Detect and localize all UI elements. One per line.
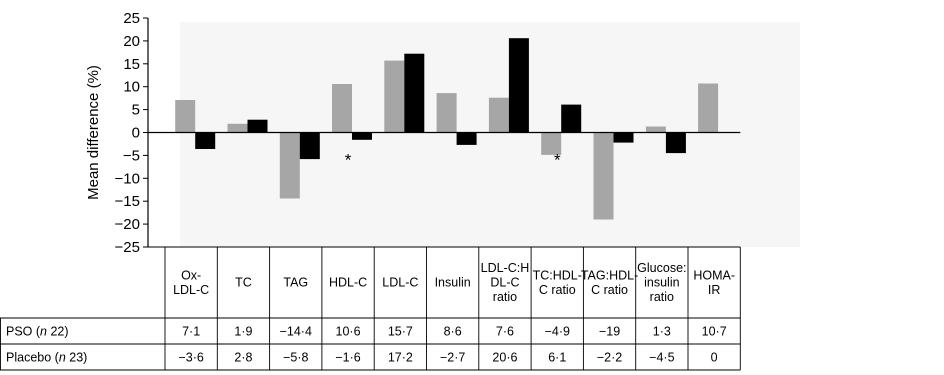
y-axis: 25 20 15 10 5 0 −5 −10 −15 −20 −25 Mean difference … <box>85 10 741 256</box>
bar-pso-8 <box>593 132 614 220</box>
bar-pso-9 <box>645 126 666 133</box>
bar-pso-10 <box>698 83 719 133</box>
bar-pso-3 <box>332 84 352 133</box>
table-value: −5·8 <box>283 351 308 365</box>
table-value: 0 <box>711 351 718 365</box>
bars-layer <box>175 38 719 220</box>
y-tick-label: −5 <box>123 147 140 164</box>
bar-placebo-5 <box>456 132 477 145</box>
bar-placebo-4 <box>404 53 425 133</box>
y-tick-label: −10 <box>115 170 140 187</box>
bar-pso-0 <box>175 100 196 133</box>
bar-placebo-2 <box>299 132 320 160</box>
table-value: 7·6 <box>496 325 514 339</box>
category-label: TC:HDL-C ratio <box>533 268 582 297</box>
bar-pso-7 <box>541 132 562 155</box>
y-tick-label: 20 <box>123 33 140 50</box>
table-value: 17·2 <box>388 351 413 365</box>
y-tick-label: 5 <box>132 102 140 119</box>
table-value: 8·6 <box>444 325 462 339</box>
bar-pso-4 <box>384 60 405 133</box>
y-tick-label: −15 <box>115 193 140 210</box>
table-value: −3·6 <box>178 351 203 365</box>
table-value: −4·9 <box>545 325 570 339</box>
category-label: HDL-C <box>329 276 367 290</box>
annotations-layer: * * <box>345 151 561 170</box>
category-label: TAG:HDL-C ratio <box>581 268 638 297</box>
y-tick-label: −20 <box>115 216 140 233</box>
table-value: 10·7 <box>702 325 727 339</box>
y-tick-label: 0 <box>132 125 140 142</box>
category-label: Ox-LDL-C <box>173 268 209 297</box>
bar-placebo-3 <box>352 132 372 140</box>
table-value: 20·6 <box>492 351 517 365</box>
data-table: Ox-LDL-C TC TAG HDL-C LDL-C Insulin LDL-C:H DL-… <box>0 246 741 371</box>
bar-pso-2 <box>279 132 300 199</box>
table-value: 1·3 <box>653 325 671 339</box>
table-value: −4·5 <box>649 351 674 365</box>
table-value: −1·6 <box>335 351 360 365</box>
table-value: 2·8 <box>234 351 252 365</box>
y-tick-label: 10 <box>123 79 140 96</box>
category-label: LDL-C <box>382 276 418 290</box>
y-axis-label: Mean difference (%) <box>85 65 102 200</box>
y-tick-label: −25 <box>115 239 140 256</box>
bar-placebo-6 <box>508 38 529 133</box>
category-label: Insulin <box>435 276 471 290</box>
bar-placebo-8 <box>613 132 634 143</box>
table-value: −19 <box>599 325 620 339</box>
significance-marker: * <box>554 151 561 170</box>
table-value: −14·4 <box>280 325 312 339</box>
table-value: 15·7 <box>388 325 413 339</box>
y-tick-label: 15 <box>123 56 140 73</box>
table-value: 10·6 <box>336 325 361 339</box>
table-value: 7·1 <box>182 325 200 339</box>
table-value: −2·2 <box>597 351 622 365</box>
category-label: HOMA-IR <box>693 268 735 297</box>
bar-pso-6 <box>488 97 509 133</box>
bar-pso-5 <box>436 93 457 133</box>
category-label: Glucose: insulin ratio <box>637 261 686 304</box>
category-label: TAG <box>283 276 308 290</box>
bar-placebo-1 <box>247 119 268 133</box>
series-row-label: PSO (n 22) <box>6 325 69 339</box>
table-value: −2·7 <box>440 351 465 365</box>
bar-pso-1 <box>227 123 248 133</box>
category-label: TC <box>235 276 252 290</box>
significance-marker: * <box>345 151 352 170</box>
bar-placebo-7 <box>561 104 582 133</box>
bar-placebo-9 <box>665 132 686 154</box>
table-value: 1·9 <box>234 325 252 339</box>
category-label: LDL-C:H DL-C ratio <box>481 261 530 304</box>
series-row-label: Placebo (n 23) <box>6 351 87 365</box>
table-value: 6·1 <box>548 351 566 365</box>
bar-placebo-0 <box>195 132 216 149</box>
y-tick-label: 25 <box>123 10 140 27</box>
plot-background <box>180 22 800 247</box>
